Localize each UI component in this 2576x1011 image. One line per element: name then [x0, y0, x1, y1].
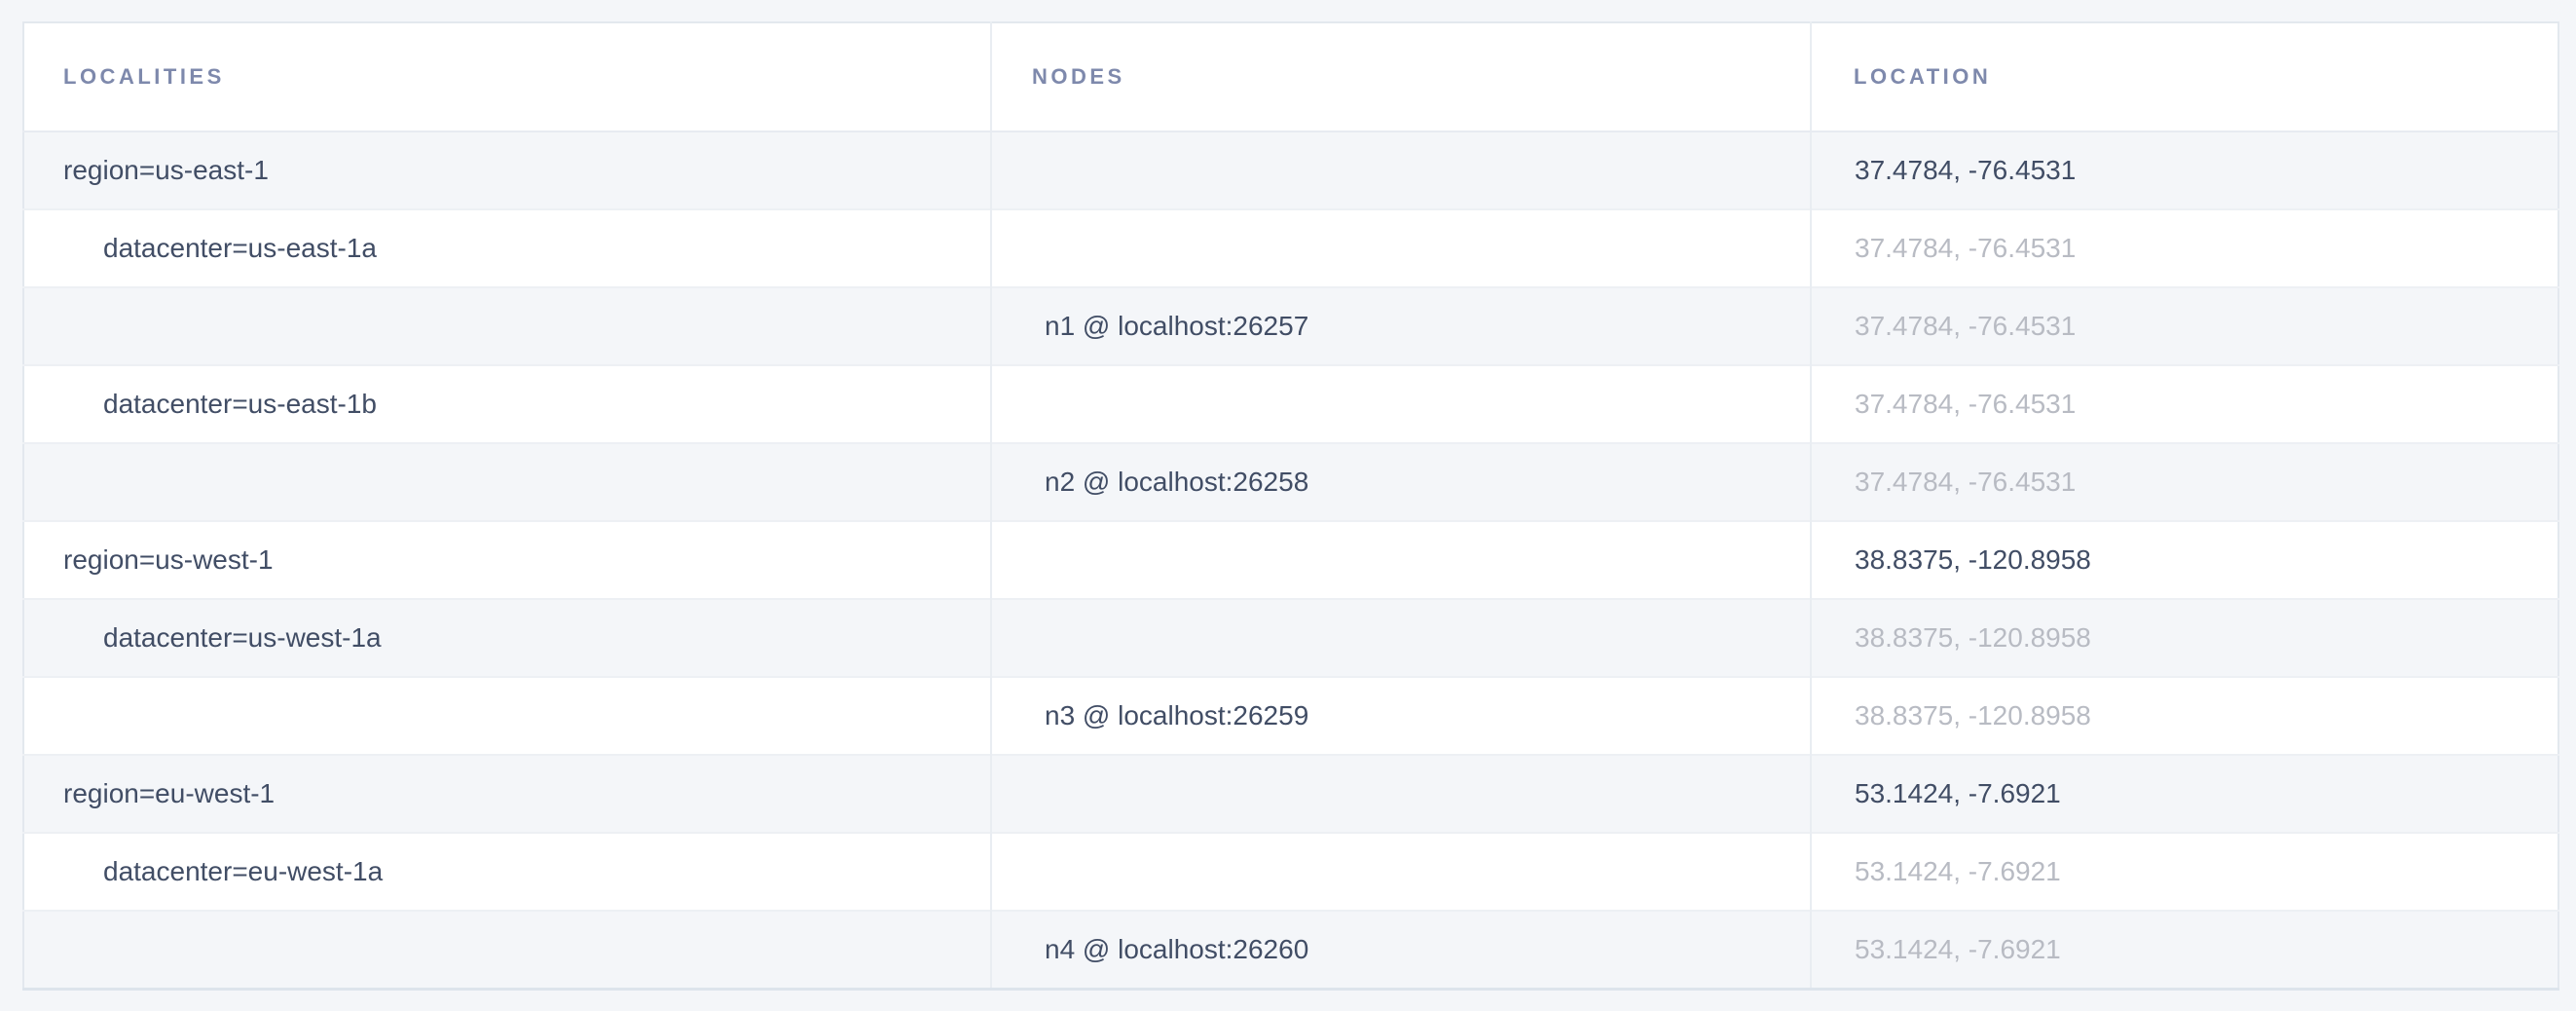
node-cell: [990, 131, 1811, 209]
node-cell: n1 @ localhost:26257: [990, 286, 1811, 365]
column-header-location: LOCATION: [1810, 22, 2558, 132]
column-header-localities: LOCALITIES: [23, 22, 991, 132]
locality-cell: [23, 442, 991, 521]
locality-cell: [23, 676, 991, 755]
location-cell: 37.4784, -76.4531: [1810, 364, 2558, 443]
locality-cell: region=eu-west-1: [23, 754, 991, 833]
location-cell: 38.8375, -120.8958: [1810, 520, 2558, 599]
location-cell: 37.4784, -76.4531: [1810, 131, 2558, 209]
location-cell: 53.1424, -7.6921: [1810, 754, 2558, 833]
location-cell: 38.8375, -120.8958: [1810, 598, 2558, 677]
locality-cell: region=us-east-1: [23, 131, 991, 209]
table-row: n3 @ localhost:26259 38.8375, -120.8958: [23, 676, 2558, 755]
locality-cell: [23, 286, 991, 365]
table-header: LOCALITIES NODES LOCATION: [23, 22, 2558, 132]
node-cell: [990, 520, 1811, 599]
node-cell: n3 @ localhost:26259: [990, 676, 1811, 755]
table-row: region=eu-west-1 53.1424, -7.6921: [23, 754, 2558, 833]
header-row: LOCALITIES NODES LOCATION: [23, 22, 2558, 132]
locality-cell: [23, 910, 991, 990]
locality-cell: datacenter=eu-west-1a: [23, 832, 991, 911]
location-cell: 38.8375, -120.8958: [1810, 676, 2558, 755]
column-header-nodes: NODES: [990, 22, 1811, 132]
locality-cell: datacenter=us-east-1b: [23, 364, 991, 443]
location-cell: 53.1424, -7.6921: [1810, 910, 2558, 990]
table-row: n4 @ localhost:26260 53.1424, -7.6921: [23, 910, 2558, 990]
locality-cell: region=us-west-1: [23, 520, 991, 599]
locality-cell: datacenter=us-west-1a: [23, 598, 991, 677]
node-cell: n2 @ localhost:26258: [990, 442, 1811, 521]
table-row: region=us-west-1 38.8375, -120.8958: [23, 520, 2558, 599]
node-cell: [990, 832, 1811, 911]
locality-cell: datacenter=us-east-1a: [23, 208, 991, 287]
localities-table: LOCALITIES NODES LOCATION region=us-east…: [22, 21, 2559, 991]
table-row: datacenter=us-east-1a 37.4784, -76.4531: [23, 208, 2558, 287]
table-row: n2 @ localhost:26258 37.4784, -76.4531: [23, 442, 2558, 521]
table-row: datacenter=eu-west-1a 53.1424, -7.6921: [23, 832, 2558, 911]
node-cell: [990, 754, 1811, 833]
node-cell: [990, 208, 1811, 287]
table-row: region=us-east-1 37.4784, -76.4531: [23, 131, 2558, 209]
location-cell: 37.4784, -76.4531: [1810, 286, 2558, 365]
table-row: datacenter=us-east-1b 37.4784, -76.4531: [23, 364, 2558, 443]
node-cell: n4 @ localhost:26260: [990, 910, 1811, 990]
node-cell: [990, 598, 1811, 677]
location-cell: 53.1424, -7.6921: [1810, 832, 2558, 911]
location-cell: 37.4784, -76.4531: [1810, 442, 2558, 521]
table-body: region=us-east-1 37.4784, -76.4531 datac…: [23, 131, 2558, 990]
node-cell: [990, 364, 1811, 443]
table-row: n1 @ localhost:26257 37.4784, -76.4531: [23, 286, 2558, 365]
table-row: datacenter=us-west-1a 38.8375, -120.8958: [23, 598, 2558, 677]
location-cell: 37.4784, -76.4531: [1810, 208, 2558, 287]
